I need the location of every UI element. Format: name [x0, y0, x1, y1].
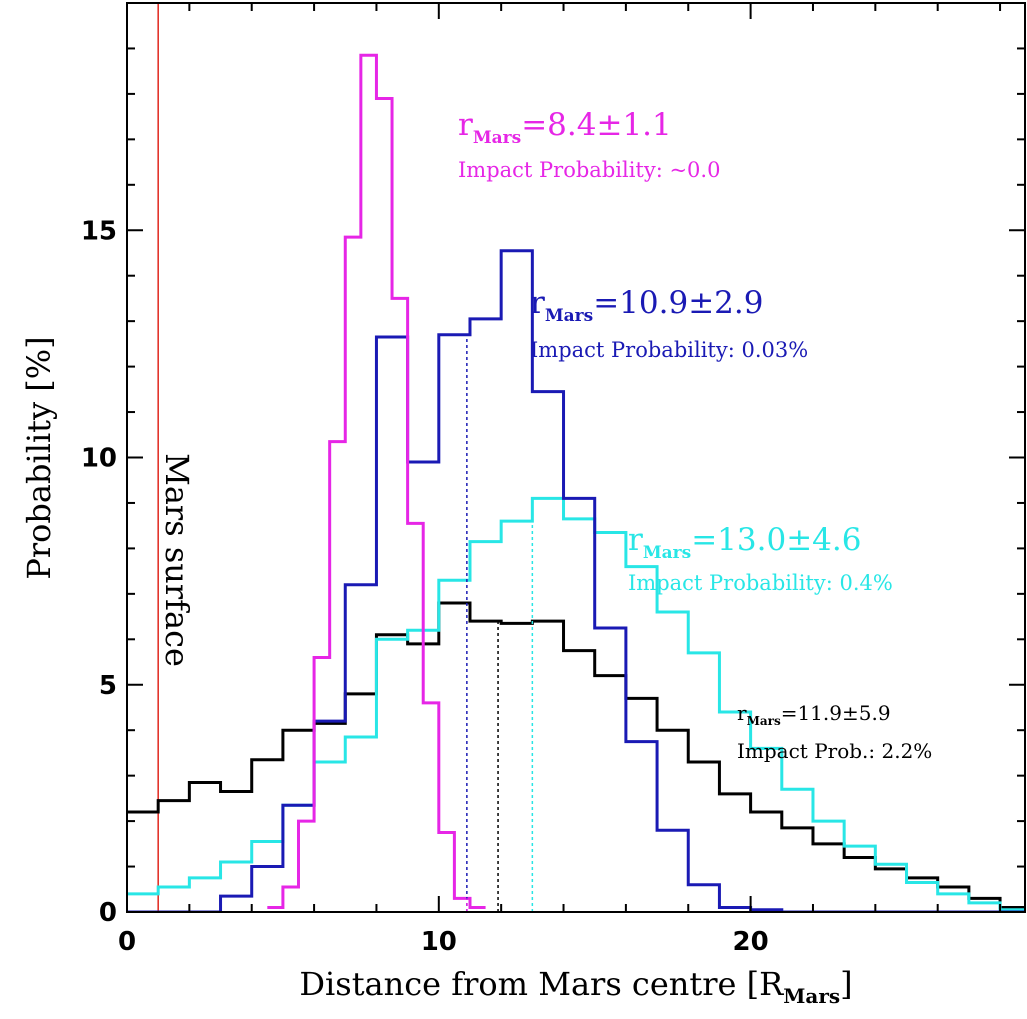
x-tick-label: 20 — [733, 927, 769, 957]
y-axis-title: Probability [%] — [20, 336, 58, 579]
annotation-impact: Impact Probability: 0.03% — [530, 338, 808, 362]
plot-area — [127, 3, 1025, 912]
annotation-3: rMars=11.9±5.9 Impact Prob.: 2.2% — [737, 701, 932, 763]
annotation-0: rMars=8.4±1.1 Impact Probability: ~0.0 — [458, 107, 720, 182]
histogram-series-3 — [267, 53, 486, 909]
y-tick-label: 15 — [81, 216, 117, 246]
annotation-value: rMars=10.9±2.9 — [530, 285, 763, 326]
annotation-impact: Impact Prob.: 2.2% — [737, 739, 932, 763]
annotation-2: rMars=13.0±4.6 Impact Probability: 0.4% — [628, 522, 893, 595]
x-axis-title: Distance from Mars centre [RMars] — [299, 965, 852, 1008]
annotation-value: rMars=8.4±1.1 — [458, 107, 672, 148]
mars-surface-label: Mars surface — [158, 453, 196, 667]
annotation-impact: Impact Probability: 0.4% — [628, 571, 893, 595]
labels: 0 10 20 0 5 10 15 Distance from Mars centre [RM… — [20, 107, 932, 1008]
x-tick-label: 10 — [421, 927, 457, 957]
annotation-value: rMars=13.0±4.6 — [628, 522, 861, 563]
annotation-impact: Impact Probability: ~0.0 — [458, 158, 720, 182]
x-tick-label: 0 — [118, 927, 136, 957]
y-tick-label: 5 — [99, 671, 117, 701]
axes — [126, 2, 1026, 913]
plot-clip-group — [127, 3, 1025, 912]
annotation-value: rMars=11.9±5.9 — [737, 701, 891, 728]
y-tick-label: 0 — [99, 898, 117, 928]
y-tick-label: 10 — [81, 444, 117, 474]
histogram-series-2 — [127, 249, 1025, 912]
histogram-series-1 — [127, 496, 1025, 912]
annotation-1: rMars=10.9±2.9 Impact Probability: 0.03% — [530, 285, 808, 362]
